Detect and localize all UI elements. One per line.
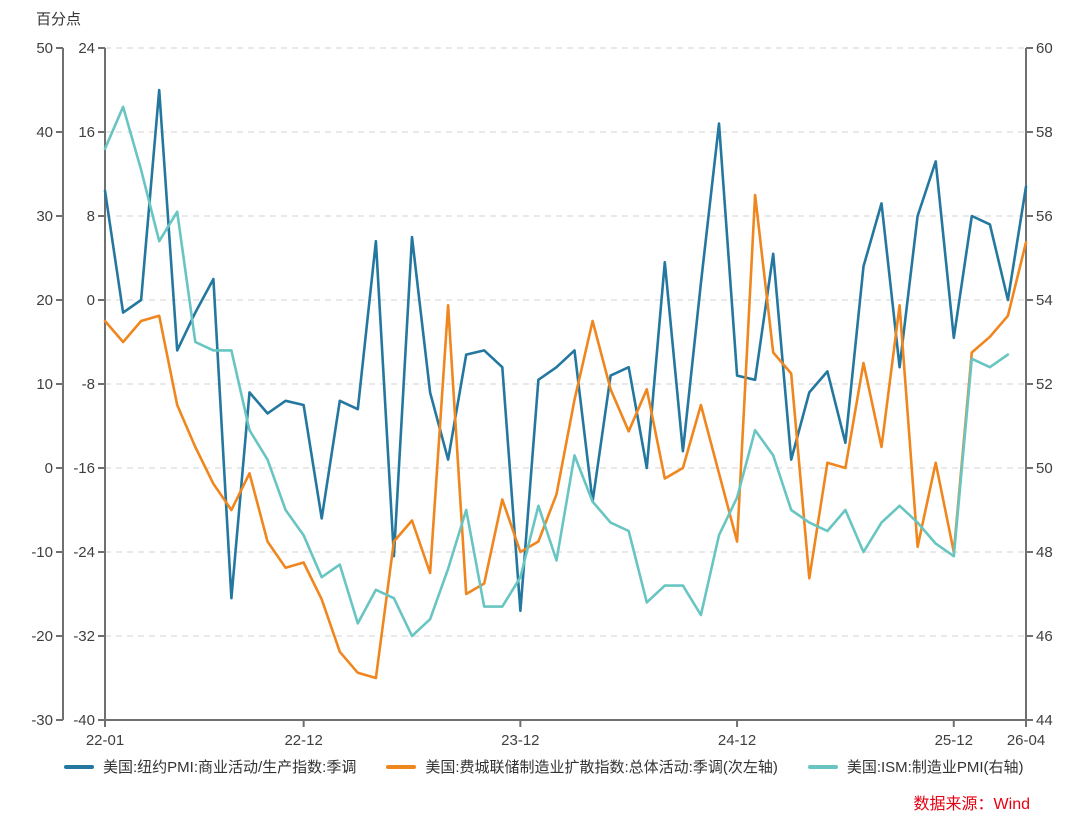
legend: 美国:纽约PMI:商业活动/生产指数:季调 美国:费城联储制造业扩散指数:总体活… <box>64 756 1024 777</box>
axis-tick-label: 0 <box>45 460 53 477</box>
axis-tick-label: 22-12 <box>284 732 322 749</box>
axis-tick-label: -30 <box>31 712 53 729</box>
axis-tick-label: 44 <box>1036 712 1053 729</box>
axis-tick-label: 60 <box>1036 40 1053 57</box>
axis-tick-label: 8 <box>87 208 95 225</box>
axis-tick-label: 10 <box>36 376 53 393</box>
y-axis-unit-label: 百分点 <box>36 11 82 28</box>
axis-tick-label: 46 <box>1036 628 1053 645</box>
axis-tick-label: 20 <box>36 292 53 309</box>
axis-tick-label: 25-12 <box>935 732 973 749</box>
axis-tick-label: 48 <box>1036 544 1053 561</box>
series-line-2 <box>103 105 1010 638</box>
legend-swatch-ism-pmi-icon <box>807 764 838 769</box>
axis-tick-label: 26-04 <box>1007 732 1045 749</box>
axis-tick-label: -40 <box>73 712 95 729</box>
axis-tick-label: -20 <box>31 628 53 645</box>
axis-tick-label: 22-01 <box>86 732 124 749</box>
axis-tick-label: 16 <box>78 124 95 141</box>
legend-label-ism-pmi: 美国:ISM:制造业PMI(右轴) <box>846 759 1024 776</box>
axis-tick-label: 50 <box>1036 460 1053 477</box>
left-primary-axis: 50 40 30 20 10 0 -10 -20 -30 <box>31 40 63 729</box>
axis-tick-label: -10 <box>31 544 53 561</box>
axis-tick-label: -24 <box>73 544 95 561</box>
left-secondary-axis: 24 16 8 0 -8 -16 -24 -32 -40 <box>73 40 105 729</box>
axis-tick-label: -16 <box>73 460 95 477</box>
axis-tick-label: 23-12 <box>501 732 539 749</box>
axis-tick-label: 24 <box>78 40 95 57</box>
axis-tick-label: 54 <box>1036 292 1053 309</box>
axis-tick-label: 24-12 <box>718 732 756 749</box>
axis-tick-label: 58 <box>1036 124 1053 141</box>
gridlines <box>105 47 1026 721</box>
legend-item-ism-pmi: 美国:ISM:制造业PMI(右轴) <box>807 756 1024 777</box>
legend-label-philly-fed: 美国:费城联储制造业扩散指数:总体活动:季调(次左轴) <box>425 759 778 776</box>
axis-tick-label: -8 <box>82 376 95 393</box>
axis-tick-label: 52 <box>1036 376 1053 393</box>
axis-tick-label: 56 <box>1036 208 1053 225</box>
axis-tick-label: 0 <box>87 292 95 309</box>
axis-tick-label: 50 <box>36 40 53 57</box>
series-line-0 <box>103 88 1028 613</box>
right-axis: 60 58 56 54 52 50 48 46 44 <box>1026 40 1053 729</box>
legend-item-philly-fed: 美国:费城联储制造业扩散指数:总体活动:季调(次左轴) <box>386 756 778 777</box>
axis-tick-label: -32 <box>73 628 95 645</box>
legend-item-ny-pmi: 美国:纽约PMI:商业活动/生产指数:季调 <box>64 756 356 777</box>
legend-swatch-ny-pmi-icon <box>64 764 94 769</box>
axis-tick-label: 30 <box>36 208 53 225</box>
legend-label-ny-pmi: 美国:纽约PMI:商业活动/生产指数:季调 <box>103 759 357 776</box>
series-line-1 <box>103 193 1028 680</box>
axis-tick-label: 40 <box>36 124 53 141</box>
data-source-label: 数据来源：Wind <box>913 796 1030 813</box>
x-axis: 22-01 22-12 23-12 24-12 25-12 26-04 <box>86 720 1045 749</box>
legend-swatch-philly-fed-icon <box>386 764 417 769</box>
